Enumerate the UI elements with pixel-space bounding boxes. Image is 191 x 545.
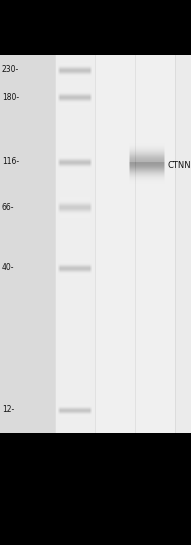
Text: 180-: 180-: [2, 93, 19, 101]
Text: 66-: 66-: [2, 203, 15, 211]
Text: CTNND1: CTNND1: [168, 161, 191, 171]
Text: 230-: 230-: [2, 65, 19, 75]
Text: 12-: 12-: [2, 405, 14, 415]
Text: 116-: 116-: [2, 158, 19, 167]
Text: 40-: 40-: [2, 263, 15, 272]
